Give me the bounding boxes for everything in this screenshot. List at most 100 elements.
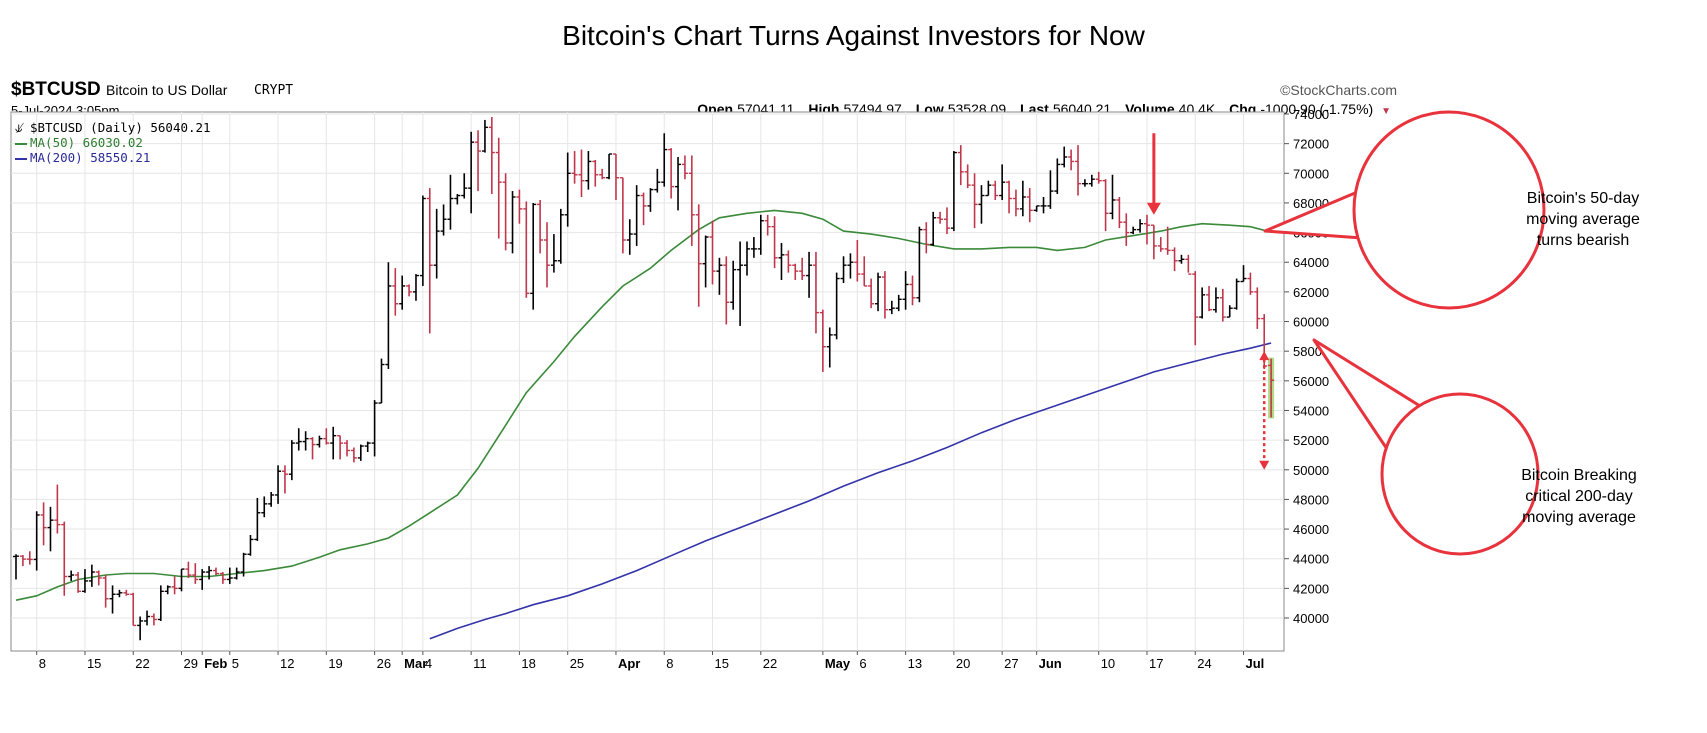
annotations bbox=[1146, 133, 1270, 470]
ohlc-bar bbox=[557, 208, 564, 264]
x-tick-label: 8 bbox=[666, 656, 673, 671]
ohlc-bar bbox=[1219, 288, 1226, 322]
ohlc-bar bbox=[481, 119, 488, 153]
ohlc-bar bbox=[385, 262, 392, 369]
ohlc-bar bbox=[1033, 205, 1040, 212]
ohlc-bar bbox=[247, 534, 254, 556]
ohlc-bar bbox=[33, 511, 40, 571]
ohlc-bar bbox=[681, 155, 688, 180]
plot-frame bbox=[10, 111, 1285, 652]
ohlc-bar bbox=[75, 572, 82, 593]
ohlc-bar bbox=[1081, 179, 1088, 187]
ohlc-bar bbox=[1240, 265, 1247, 283]
ohlc-bar bbox=[1102, 179, 1109, 232]
ohlc-bar bbox=[888, 300, 895, 315]
ohlc-bar bbox=[619, 177, 626, 254]
ohlc-bar bbox=[378, 358, 385, 404]
ohlc-bar bbox=[916, 226, 923, 303]
ohlc-bar bbox=[150, 613, 157, 626]
ohlc-bar bbox=[1109, 174, 1116, 220]
stockcharts-watermark: ©StockCharts.com bbox=[1280, 82, 1397, 98]
ohlc-bar bbox=[281, 465, 288, 494]
ohlc-bar bbox=[316, 435, 323, 448]
ohlc-bar bbox=[364, 441, 371, 452]
y-tick-label: 52000 bbox=[1293, 433, 1329, 448]
ohlc-bar bbox=[185, 561, 192, 578]
ohlc-bar bbox=[695, 204, 702, 307]
ohlc-bar bbox=[978, 185, 985, 224]
ohlc-bar bbox=[116, 589, 123, 598]
ohlc-bar bbox=[606, 153, 613, 180]
x-tick-label: 8 bbox=[39, 656, 46, 671]
ohlc-bar bbox=[268, 492, 275, 507]
x-tick-label: 5 bbox=[232, 656, 239, 671]
ohlc-bar bbox=[47, 506, 54, 552]
ohlc-bar bbox=[123, 589, 130, 596]
ohlc-bar bbox=[454, 194, 461, 205]
ohlc-icon: ⫝̸ bbox=[15, 120, 23, 135]
ohlc-bar bbox=[950, 151, 957, 232]
x-tick-label: Feb bbox=[204, 656, 227, 671]
x-tick-label: 15 bbox=[715, 656, 729, 671]
ohlc-bar bbox=[785, 250, 792, 273]
ohlc-bar bbox=[1185, 254, 1192, 275]
y-tick-label: 74000 bbox=[1293, 107, 1329, 122]
ohlc-bar bbox=[412, 274, 419, 301]
ohlc-bar bbox=[199, 569, 206, 590]
ohlc-bar bbox=[495, 137, 502, 239]
legend-ma50-label: MA(50) 66030.02 bbox=[30, 135, 143, 150]
callout-ma50-pointer bbox=[1263, 191, 1363, 240]
ohlc-bar bbox=[661, 133, 668, 187]
break-arrow-head-up bbox=[1259, 351, 1270, 361]
grid bbox=[11, 112, 1284, 651]
ohlc-bar bbox=[654, 168, 661, 193]
y-tick-label: 60000 bbox=[1293, 315, 1329, 330]
ohlc-bar bbox=[723, 256, 730, 325]
ohlc-bar bbox=[468, 131, 475, 214]
ohlc-bar bbox=[502, 173, 509, 251]
chg-value: -1000.90 (-1.75%) bbox=[1260, 101, 1374, 117]
y-tick-label: 64000 bbox=[1293, 255, 1329, 270]
legend-ma50: MA(50) 66030.02 bbox=[15, 135, 211, 150]
ohlc-bar bbox=[371, 400, 378, 457]
ohlc-bar bbox=[895, 294, 902, 312]
y-tick-label: 44000 bbox=[1293, 552, 1329, 567]
ohlc-bar bbox=[137, 616, 144, 641]
ohlc-bar bbox=[109, 585, 116, 614]
ohlc-bar bbox=[95, 570, 102, 586]
ohlc-bar bbox=[240, 552, 247, 577]
ohlc-bar bbox=[743, 241, 750, 276]
ohlc-bar bbox=[40, 502, 47, 546]
ohlc-bar bbox=[585, 151, 592, 190]
legend: ⫝̸ $BTCUSD (Daily) 56040.21 MA(50) 66030… bbox=[15, 120, 211, 165]
ohlc-bar bbox=[792, 263, 799, 281]
x-tick-label: 19 bbox=[328, 656, 342, 671]
ma50-arrow-head bbox=[1146, 202, 1161, 215]
callout-ma200-text: Bitcoin Breaking critical 200-day moving… bbox=[1521, 467, 1637, 526]
ohlc-bar bbox=[1199, 287, 1206, 319]
x-tick-label: 12 bbox=[280, 656, 294, 671]
ohlc-bar bbox=[171, 576, 178, 595]
symbol-label: $BTCUSD bbox=[11, 79, 101, 100]
ohlc-bar bbox=[1137, 219, 1144, 233]
ohlc-bar bbox=[26, 551, 33, 565]
y-tick-label: 48000 bbox=[1293, 492, 1329, 507]
ohlc-bar bbox=[826, 327, 833, 368]
ohlc-bar bbox=[1268, 358, 1275, 418]
ohlc-bar bbox=[1164, 226, 1171, 255]
ohlc-bar bbox=[806, 251, 813, 298]
x-tick-label: 18 bbox=[521, 656, 535, 671]
ohlc-bar bbox=[957, 145, 964, 186]
y-tick-label: 50000 bbox=[1293, 463, 1329, 478]
chart-title: Bitcoin's Chart Turns Against Investors … bbox=[562, 20, 1145, 51]
ohlc-bar bbox=[592, 159, 599, 187]
ohlc-bar bbox=[840, 256, 847, 283]
ohlc-bar bbox=[578, 149, 585, 198]
y-tick-label: 56000 bbox=[1293, 374, 1329, 389]
ohlc-bar bbox=[964, 164, 971, 189]
ohlc-bar bbox=[737, 241, 744, 326]
callout-ma200-bubble bbox=[1380, 392, 1540, 556]
x-tick-label: 22 bbox=[763, 656, 777, 671]
